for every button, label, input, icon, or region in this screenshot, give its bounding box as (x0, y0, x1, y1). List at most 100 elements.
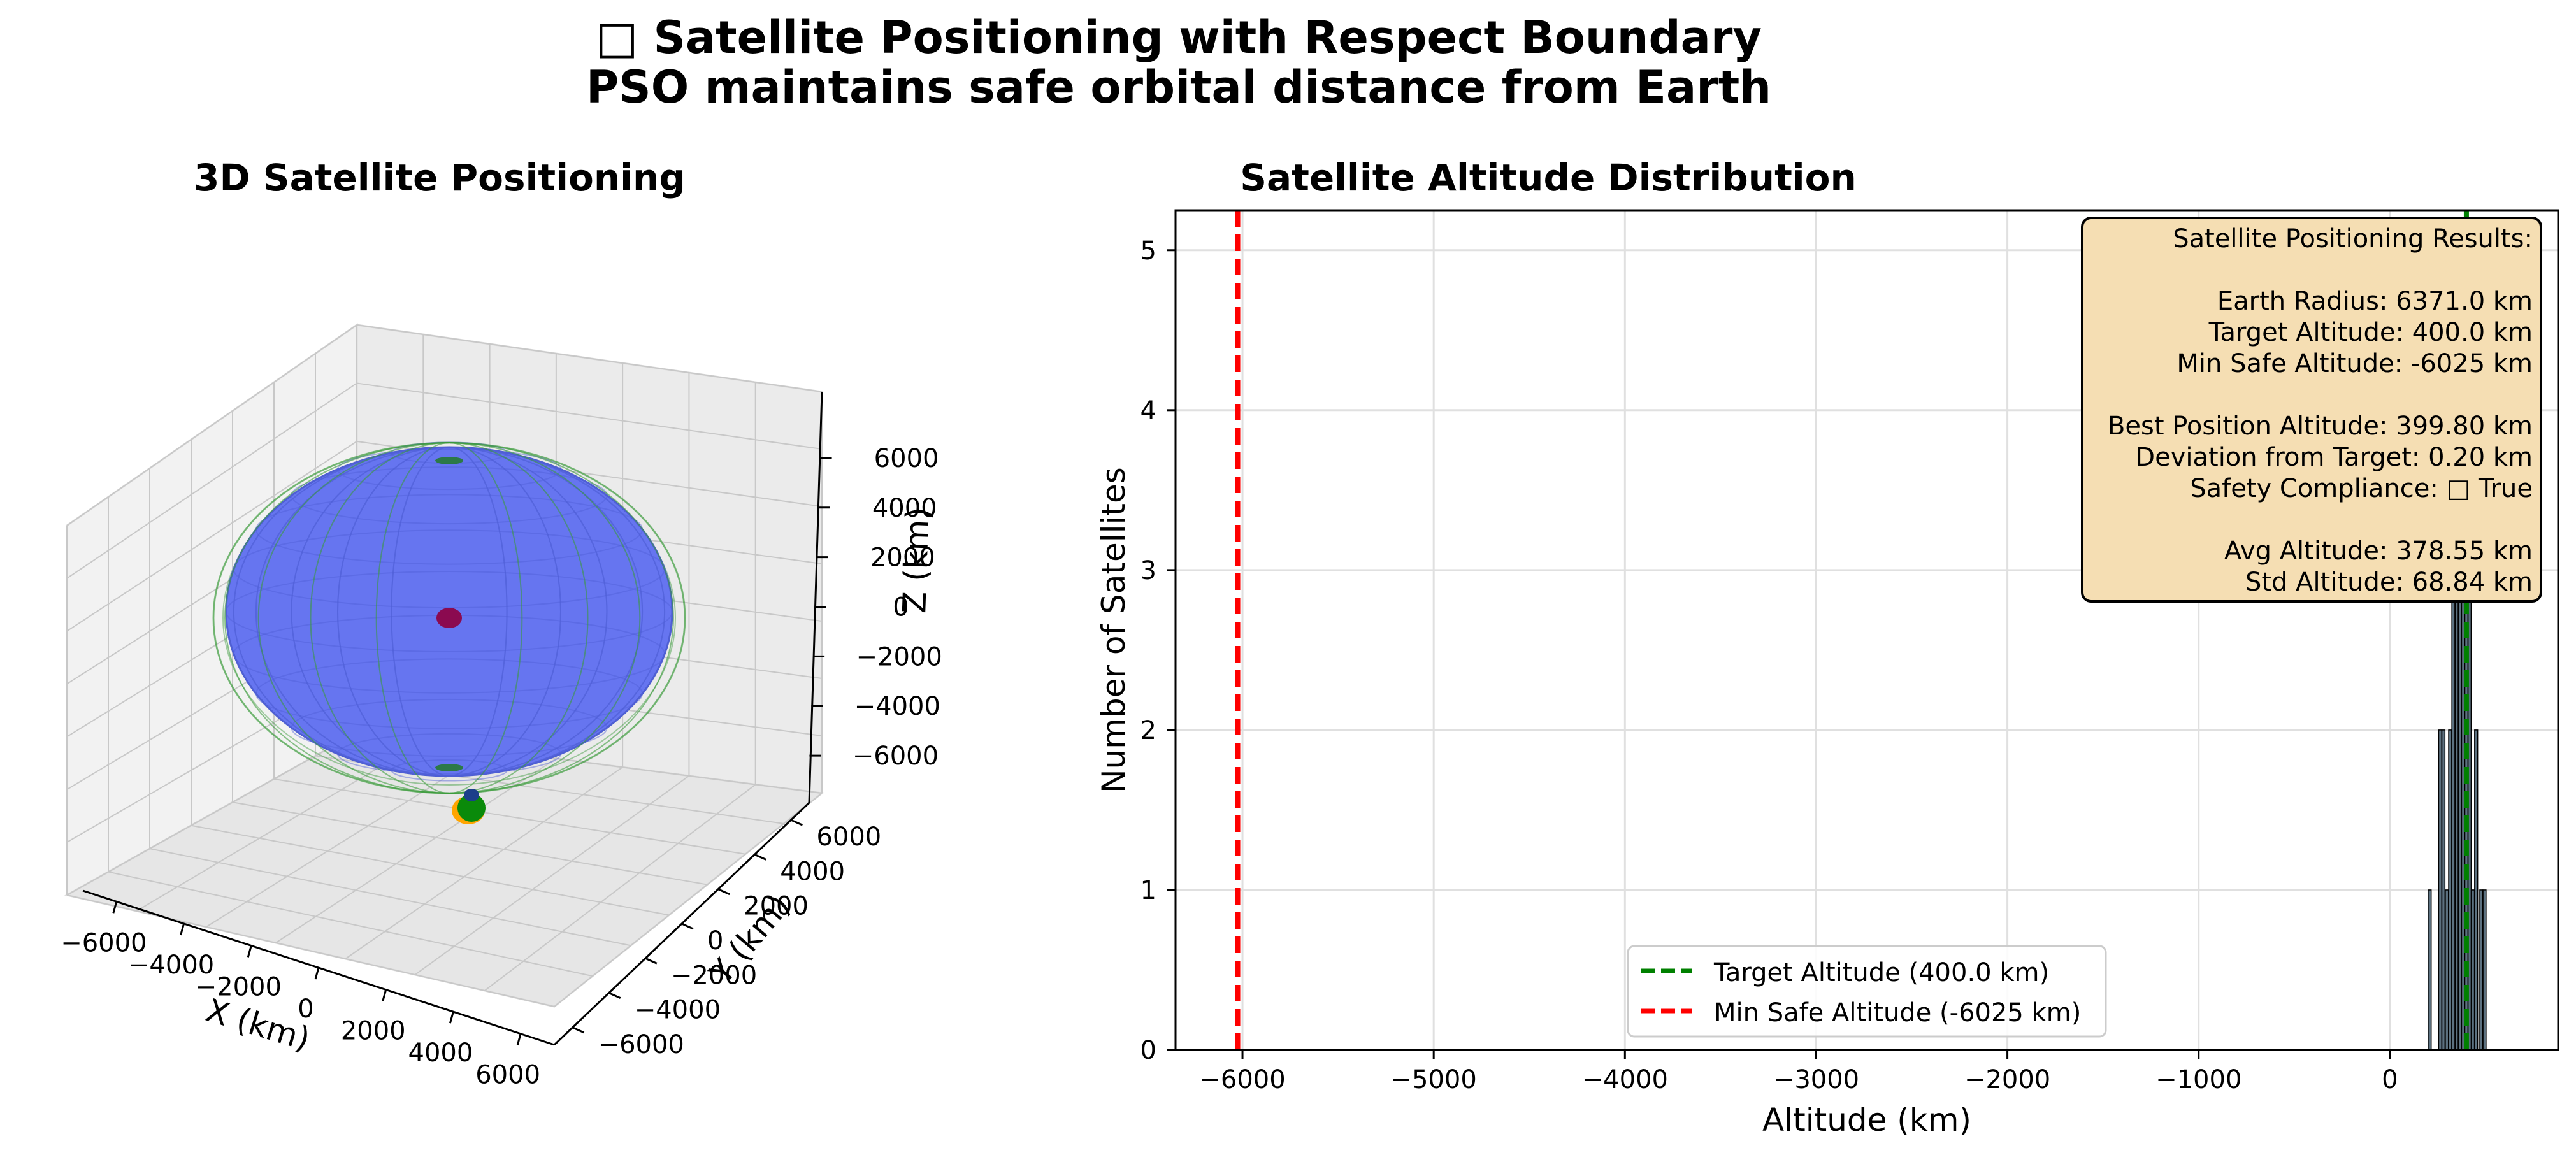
info-box-line: Safety Compliance: □ True (2190, 474, 2533, 503)
x-tick-label: 0 (2382, 1065, 2398, 1094)
3d-scatter-plot: −6000−4000−20000200040006000−6000−4000−2… (61, 323, 942, 1090)
figure-title-line1: □ Satellite Positioning with Respect Bou… (595, 11, 1762, 64)
grid-line (206, 749, 491, 928)
grid-line (66, 324, 357, 526)
legend-frame (1627, 945, 2107, 1038)
results-info-box: Satellite Positioning Results: Earth Radi… (2081, 217, 2542, 603)
z-tick-label: 2000 (870, 543, 935, 573)
boundary-meridian (257, 442, 641, 794)
y-tick-label: 4 (1140, 396, 1156, 426)
legend-target-label: Target Altitude (400.0 km) (1713, 958, 2049, 987)
3d-axes: −6000−4000−20000200040006000−6000−4000−2… (61, 391, 942, 1090)
grid-line (554, 793, 823, 1007)
grid-line (149, 848, 631, 947)
earth-parallel (337, 448, 561, 491)
histogram-y-label: Number of Satellites (1095, 467, 1132, 793)
x-tick-label: −5000 (1391, 1065, 1477, 1094)
boundary-meridian (213, 442, 686, 794)
y-tick (717, 888, 730, 896)
grid-line (232, 801, 708, 886)
x-tick-label: −3000 (1773, 1065, 1859, 1094)
x-tick-label: −2000 (1964, 1065, 2050, 1094)
boundary-meridian (310, 442, 589, 794)
x-tick (314, 967, 320, 980)
north-pole-marker (435, 457, 463, 464)
y-tick-label: 1 (1140, 876, 1156, 905)
grid-line (273, 778, 746, 855)
y-tick-label: 6000 (816, 822, 881, 852)
earth-mesh (213, 441, 686, 794)
histogram-bar (2467, 570, 2472, 1051)
y-tick-label: −4000 (635, 996, 721, 1025)
info-box-background (2081, 217, 2542, 603)
z-tick-label: 6000 (874, 444, 939, 473)
grid-line (345, 766, 623, 959)
earth-parallel (391, 759, 508, 782)
y-tick-label: 5 (1140, 236, 1156, 266)
grid-line (66, 894, 555, 1007)
info-box-line: Satellite Positioning Results: (2173, 224, 2533, 254)
grid-line (275, 757, 557, 943)
histogram-x-label: Altitude (km) (1762, 1101, 1971, 1138)
x-tick-label: −1000 (2155, 1065, 2241, 1094)
z-tick-label: −4000 (854, 692, 940, 721)
axis-ticks: −6000 −5000 −4000 −3000 −2000 −1000 0 0 1 2 3 4 5 (1140, 236, 2398, 1094)
info-box-line: Target Altitude: 400.0 km (2208, 318, 2533, 347)
earth-parallel (255, 494, 644, 565)
grid-line (356, 324, 823, 392)
histogram-bar (2428, 889, 2432, 1051)
earth-center-point (436, 608, 462, 628)
histogram-bar (2474, 729, 2479, 1051)
y-tick (681, 922, 694, 930)
x-tick-label: 0 (298, 994, 313, 1024)
histogram-bar (2445, 889, 2449, 1051)
x-tick-label: 6000 (475, 1061, 540, 1090)
histogram-bar (2438, 729, 2442, 1051)
boundary-meridian (224, 442, 674, 794)
safety-boundary-sphere (212, 441, 686, 794)
y-tick (645, 957, 658, 965)
z-tick-label: 4000 (872, 494, 937, 523)
x-tick (449, 1011, 454, 1024)
y-tick-label: −6000 (598, 1030, 684, 1059)
grid-line (108, 871, 593, 977)
satellites-blue (464, 789, 479, 801)
boundary-meridian (310, 442, 589, 794)
histogram-bar (2448, 729, 2452, 1051)
boundary-meridian (257, 442, 641, 794)
x-tick (382, 989, 387, 1001)
y-tick (754, 854, 766, 861)
info-box-lines: Satellite Positioning Results: Earth Radi… (2108, 224, 2533, 597)
earth-parallel (255, 658, 644, 729)
earth-meridian (391, 447, 508, 777)
grid-line (66, 382, 357, 579)
y-tick-label: 0 (707, 926, 723, 956)
info-box-line: Deviation from Target: 0.20 km (2135, 443, 2533, 472)
satellites-green (457, 794, 486, 822)
reference-lines (1235, 210, 2469, 1050)
x-tick-label: 4000 (408, 1038, 473, 1068)
y-tick-label: 0 (1140, 1036, 1156, 1065)
boundary-meridian (224, 442, 674, 794)
histogram-bar (2479, 889, 2484, 1051)
grid-line (356, 382, 823, 450)
earth-parallel (291, 698, 608, 757)
info-box-line: Min Safe Altitude: -6025 km (2177, 349, 2533, 378)
z-tick-label: 0 (893, 593, 909, 622)
x-tick (516, 1033, 522, 1046)
info-box-line: Std Altitude: 68.84 km (2245, 568, 2533, 597)
histogram-bar (2451, 570, 2456, 1051)
south-pole-marker (435, 764, 463, 771)
info-box-line: Earth Radius: 6371.0 km (2217, 287, 2533, 316)
y-tick (790, 819, 803, 826)
z-tick-label: −2000 (856, 642, 942, 671)
z-tick-label: −6000 (853, 742, 939, 771)
x-tick-label: −4000 (128, 951, 214, 980)
grid-line (66, 441, 357, 632)
plot-frame (1174, 209, 2559, 1051)
y-tick-label: 4000 (780, 857, 845, 886)
info-box-line: Best Position Altitude: 399.80 km (2108, 412, 2533, 441)
grid-line (414, 775, 690, 975)
chart-3d-title: 3D Satellite Positioning (194, 156, 686, 199)
